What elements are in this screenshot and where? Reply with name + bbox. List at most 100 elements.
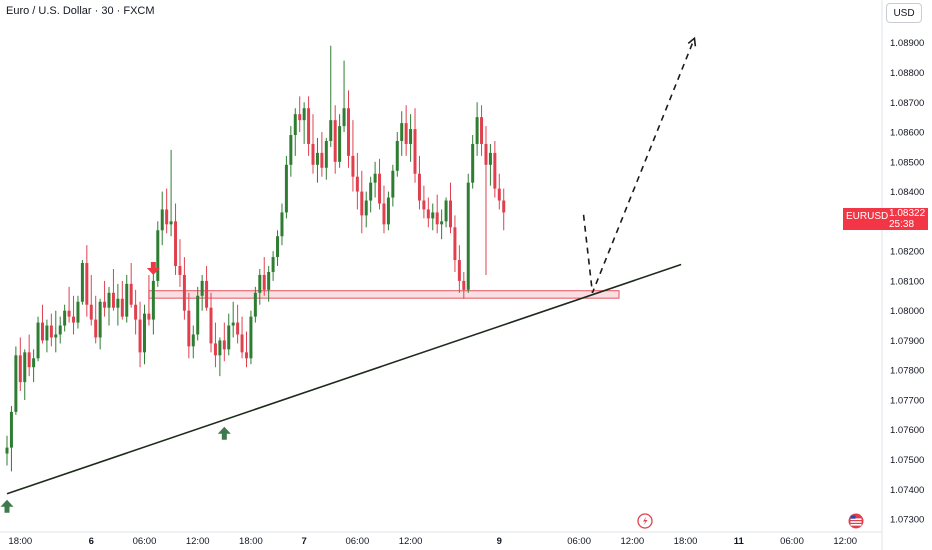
candle-body [134,304,138,320]
candle-body [98,301,102,338]
candle [369,176,373,213]
candle [404,105,408,156]
candle [413,108,417,183]
candle-body [63,310,67,326]
candle [49,313,53,347]
time-tick-label: 06:00 [780,536,804,547]
candle [426,197,430,228]
candle [360,170,364,234]
time-tick-label: 12:00 [833,536,857,547]
candle-body [449,200,452,228]
candle-body [222,340,226,350]
candle [484,126,488,275]
candle [409,114,413,162]
time-tick-label: 11 [734,536,745,547]
candle-body [85,263,89,305]
candle [236,304,240,344]
candle-body [120,298,124,317]
candle-body [488,152,492,165]
candle-body [333,120,337,162]
candle [262,257,266,296]
candle-body [320,152,324,168]
candle-body [289,135,293,165]
candle [134,289,138,335]
candle [276,230,280,267]
candle-body [45,325,49,341]
candle-body [165,209,169,225]
candle-body [404,123,408,144]
candle-body [103,301,107,308]
candle [480,105,484,156]
time-tick-label: 18:00 [239,536,263,547]
candle-body [111,292,115,308]
candle [138,301,142,368]
candle [174,203,178,275]
candle [244,331,248,368]
candle-body [67,310,71,317]
resistance-zone-layer [148,290,620,299]
candle-body [116,298,120,308]
candle-body [329,120,333,141]
candle-body [302,108,306,121]
candle-body [138,319,142,353]
candle-body [409,129,413,144]
candle [196,286,200,341]
candle [76,295,80,329]
candle [382,185,386,234]
candle-body [196,295,200,335]
candle [142,304,146,365]
symbol-title[interactable]: Euro / U.S. Dollar · 30 · FXCM [6,5,155,17]
candle-body [160,209,164,231]
flash-icon[interactable] [637,513,653,529]
candle-body [395,140,399,171]
candle [391,164,395,207]
price-tick-label: 1.08400 [890,187,924,198]
candle [116,283,120,326]
trendline[interactable] [6,263,682,495]
candle [333,105,337,174]
candle [493,140,497,198]
price-tick-label: 1.07900 [890,336,924,347]
candle-body [231,322,235,326]
candle [249,310,253,365]
candle-body [311,143,315,165]
candle [213,322,217,368]
price-tick-label: 1.07400 [890,485,924,496]
candle-body [191,334,195,347]
candle [72,295,76,335]
candle-body [267,271,271,290]
candle [178,239,182,287]
projection-path[interactable] [582,37,696,294]
candle-body [475,117,479,144]
time-tick-label: 18:00 [674,536,698,547]
candle [386,191,390,231]
candle [231,301,235,338]
candle [23,349,27,400]
candle-body [373,173,377,183]
candle-body [147,313,151,320]
currency-button[interactable]: USD [886,3,922,23]
candle-body [174,221,178,267]
candle-body [338,126,342,162]
candle [227,313,231,356]
economic-calendar-flag-icon[interactable] [848,513,864,529]
candle [191,325,195,359]
price-axis: 1.08900 1.08800 1.08700 1.08600 1.08500 1.084… [890,38,924,525]
candle [329,45,333,147]
candle-body [324,140,328,168]
candle-body [218,340,222,356]
resistance-zone[interactable] [148,290,620,299]
candle [253,286,257,323]
bar-countdown: 25:38 [889,218,915,230]
candle-body [9,411,13,448]
price-tick-label: 1.08900 [890,38,924,49]
candle [205,266,209,311]
candle-body [80,263,84,302]
candle [258,268,262,305]
candle [200,274,204,311]
candle-body [200,280,204,296]
candle [36,316,40,362]
candle [54,310,58,353]
